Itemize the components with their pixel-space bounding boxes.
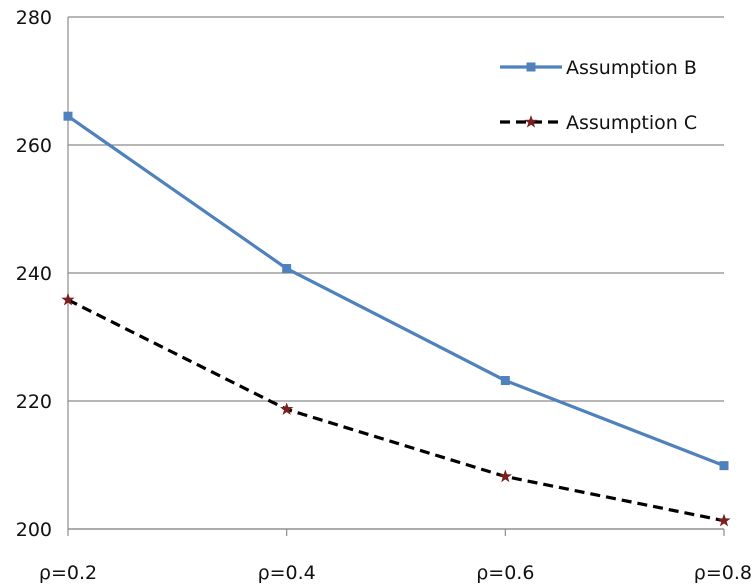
series-1 bbox=[61, 292, 731, 527]
data-point bbox=[282, 264, 292, 274]
y-tick-label: 200 bbox=[16, 519, 52, 541]
legend-swatch-marker bbox=[524, 115, 538, 128]
x-tick-label: ρ=0.4 bbox=[258, 562, 316, 584]
y-tick-label: 220 bbox=[16, 391, 52, 413]
x-tick-label: ρ=0.2 bbox=[39, 562, 97, 584]
data-point bbox=[719, 461, 729, 471]
data-point bbox=[500, 376, 510, 386]
series-0 bbox=[63, 111, 729, 471]
data-point bbox=[61, 292, 75, 306]
data-point bbox=[717, 513, 731, 527]
legend-item: Assumption B bbox=[500, 57, 697, 79]
y-tick-label: 240 bbox=[16, 263, 52, 285]
legend-item: Assumption C bbox=[500, 112, 697, 134]
legend-label: Assumption B bbox=[566, 57, 697, 79]
data-point bbox=[63, 111, 73, 121]
y-tick-label: 280 bbox=[16, 7, 52, 29]
series-line bbox=[67, 298, 725, 523]
series-line bbox=[67, 114, 725, 468]
axes bbox=[67, 17, 724, 530]
series-layer bbox=[61, 111, 731, 527]
y-axis-tick-labels: 200 220 240 260 280 bbox=[16, 7, 52, 541]
legend: Assumption B Assumption C bbox=[500, 57, 697, 134]
legend-label: Assumption C bbox=[566, 112, 697, 134]
y-tick-label: 260 bbox=[16, 135, 52, 157]
x-tick-label: ρ=0.8 bbox=[694, 562, 752, 584]
data-point bbox=[280, 402, 294, 415]
gridlines bbox=[68, 16, 724, 530]
data-point bbox=[498, 469, 512, 483]
legend-swatch-marker bbox=[526, 62, 536, 72]
x-tick-label: ρ=0.6 bbox=[476, 562, 534, 584]
x-axis-tick-labels: ρ=0.2 ρ=0.4 ρ=0.6 ρ=0.8 bbox=[39, 529, 752, 584]
